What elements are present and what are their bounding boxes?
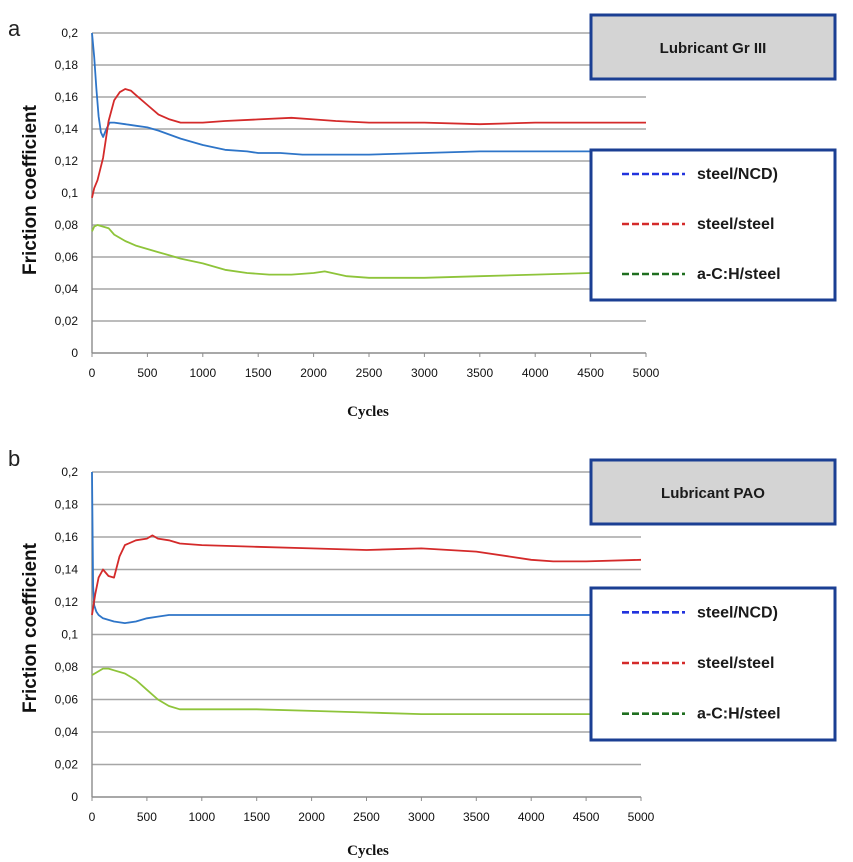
panel-b: b 0 0,02 0,04 0,06 0,08 0,1 0,12 0,14 0,16 0,18 0,…: [8, 446, 837, 859]
legend-label-1: steel/NCD): [697, 604, 778, 621]
series-line-2: [91, 88, 646, 199]
panel-a: a 0 0,02 0,04 0,06 0,08 0,1 0,12 0,14 0,16 0,18 0,…: [8, 13, 837, 420]
x-tick-label: 3500: [463, 810, 490, 824]
y-tick-label: 0,14: [55, 563, 79, 577]
y-tick-label: 0,04: [55, 282, 79, 296]
y-tick-label: 0,18: [55, 58, 79, 72]
x-tick-label: 1000: [188, 810, 215, 824]
x-tick-label: 2500: [353, 810, 380, 824]
panel-a-x-ticks: 0 500 1000 1500 2000 2500 3000 3500 4000 4500 5000: [89, 353, 660, 380]
x-tick-label: 1500: [245, 366, 272, 380]
y-tick-label: 0,06: [55, 250, 79, 264]
series-line-1: [91, 32, 646, 156]
y-tick-label: 0: [71, 346, 78, 360]
x-tick-label: 0: [89, 810, 96, 824]
panel-b-series: [91, 471, 642, 715]
panel-a-x-axis-label: Cycles: [347, 404, 389, 420]
x-tick-label: 4500: [577, 366, 604, 380]
y-tick-label: 0,02: [55, 314, 79, 328]
legend-label-2: steel/steel: [697, 216, 774, 233]
panel-a-series: [91, 32, 646, 279]
panel-b-letter: b: [8, 446, 20, 471]
panel-b-y-ticks: 0 0,02 0,04 0,06 0,08 0,1 0,12 0,14 0,16 0,18 0,2: [55, 465, 79, 804]
panel-a-y-ticks: 0 0,02 0,04 0,06 0,08 0,1 0,12 0,14 0,16 0,18 0,2: [55, 26, 79, 360]
series-line-1: [91, 471, 641, 624]
panel-a-grid: [91, 32, 646, 354]
y-tick-label: 0,2: [61, 465, 78, 479]
y-tick-label: 0,2: [61, 26, 78, 40]
panel-b-title-box: Lubricant PAO: [589, 458, 837, 526]
panel-a-legend: steel/NCD) steel/steel a-C:H/steel: [589, 148, 837, 302]
x-tick-label: 3000: [411, 366, 438, 380]
y-tick-label: 0: [71, 790, 78, 804]
y-tick-label: 0,08: [55, 660, 79, 674]
legend-label-2: steel/steel: [697, 655, 774, 672]
x-tick-label: 3500: [466, 366, 493, 380]
legend-label-3: a-C:H/steel: [697, 706, 781, 723]
series-line-3: [91, 224, 646, 279]
x-tick-label: 4000: [522, 366, 549, 380]
y-tick-label: 0,08: [55, 218, 79, 232]
panel-b-legend: steel/NCD) steel/steel a-C:H/steel: [589, 586, 837, 742]
x-tick-label: 2000: [300, 366, 327, 380]
x-tick-label: 1000: [189, 366, 216, 380]
y-tick-label: 0,04: [55, 725, 79, 739]
panel-b-y-axis-label: Friction coefficient: [20, 542, 41, 713]
x-tick-label: 4000: [518, 810, 545, 824]
panel-b-x-ticks: 0 500 1000 1500 2000 2500 3000 3500 4000 4500 5000: [89, 797, 655, 824]
x-tick-label: 500: [137, 810, 157, 824]
y-tick-label: 0,1: [61, 186, 78, 200]
panel-b-title: Lubricant PAO: [661, 485, 765, 502]
panel-a-letter: a: [8, 16, 21, 41]
y-tick-label: 0,02: [55, 758, 79, 772]
legend-label-3: a-C:H/steel: [697, 266, 781, 283]
panel-a-title: Lubricant Gr III: [660, 40, 767, 57]
y-tick-label: 0,16: [55, 530, 79, 544]
x-tick-label: 2500: [356, 366, 383, 380]
panel-a-title-box: Lubricant Gr III: [589, 13, 837, 81]
y-tick-label: 0,12: [55, 595, 79, 609]
y-tick-label: 0,18: [55, 498, 79, 512]
y-tick-label: 0,12: [55, 154, 79, 168]
y-tick-label: 0,16: [55, 90, 79, 104]
y-tick-label: 0,1: [61, 628, 78, 642]
y-tick-label: 0,06: [55, 693, 79, 707]
x-tick-label: 3000: [408, 810, 435, 824]
panel-b-x-axis-label: Cycles: [347, 843, 389, 859]
x-tick-label: 4500: [573, 810, 600, 824]
series-line-2: [91, 534, 642, 616]
x-tick-label: 0: [89, 366, 96, 380]
series-line-3: [91, 667, 641, 715]
x-tick-label: 1500: [243, 810, 270, 824]
y-tick-label: 0,14: [55, 122, 79, 136]
x-tick-label: 2000: [298, 810, 325, 824]
panel-b-grid: [91, 471, 641, 798]
x-tick-label: 500: [137, 366, 157, 380]
x-tick-label: 5000: [628, 810, 655, 824]
x-tick-label: 5000: [633, 366, 660, 380]
legend-label-1: steel/NCD): [697, 166, 778, 183]
panel-a-y-axis-label: Friction coefficient: [20, 104, 41, 275]
